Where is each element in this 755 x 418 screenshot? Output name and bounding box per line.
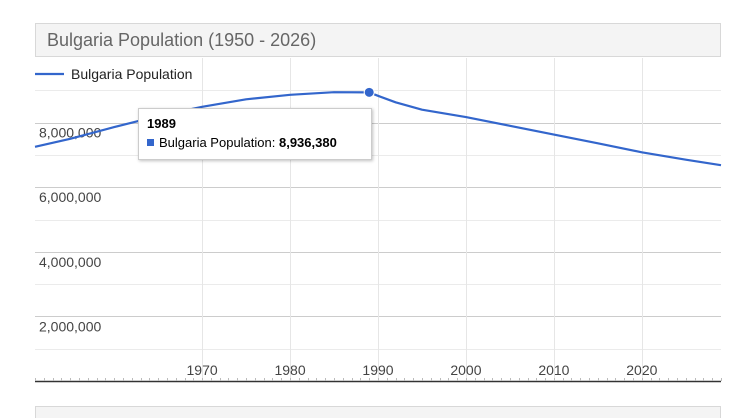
y-tick-label: 4,000,000 (39, 254, 101, 270)
range-selector-strip (35, 406, 721, 418)
tooltip-year: 1989 (147, 116, 176, 131)
legend-label[interactable]: Bulgaria Population (71, 66, 192, 82)
y-tick-label: 6,000,000 (39, 189, 101, 205)
tooltip-value: 8,936,380 (278, 135, 337, 150)
data-tooltip: 1989 Bulgaria Population: 8,936,380 (138, 108, 372, 160)
y-tick-label: 8,000,000 (39, 125, 101, 141)
x-axis-labels: 1970 1980 1990 2000 2010 2020 (187, 362, 658, 378)
x-tick-label: 1990 (362, 362, 393, 378)
x-tick-label: 2020 (626, 362, 657, 378)
x-tick-label: 2010 (538, 362, 569, 378)
x-tick-label: 1980 (274, 362, 305, 378)
tooltip-label: Bulgaria Population: (159, 135, 276, 150)
tooltip-series-swatch (147, 139, 154, 146)
x-axis (35, 378, 722, 383)
x-tick-label: 1970 (187, 362, 218, 378)
chart-title: Bulgaria Population (1950 - 2026) (35, 23, 721, 57)
tooltip-row: Bulgaria Population: 8,936,380 (147, 134, 363, 152)
legend[interactable]: Bulgaria Population (35, 66, 192, 82)
x-tick-label: 2000 (450, 362, 481, 378)
highlighted-data-point[interactable] (363, 86, 375, 98)
y-axis-labels: 2,000,000 4,000,000 6,000,000 8,000,000 (39, 125, 101, 335)
gridlines (35, 58, 721, 381)
y-tick-label: 2,000,000 (39, 318, 101, 334)
